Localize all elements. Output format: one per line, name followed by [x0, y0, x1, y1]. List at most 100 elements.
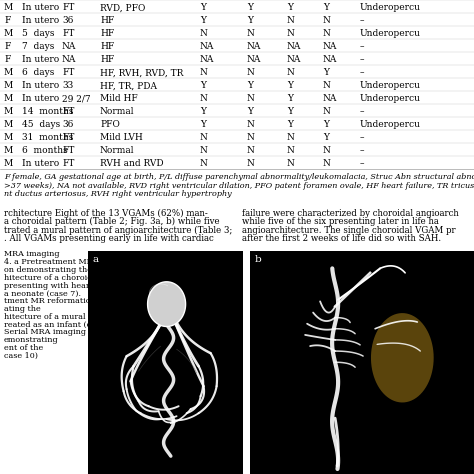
- Text: after the first 2 weeks of life did so with SAH.: after the first 2 weeks of life did so w…: [242, 234, 441, 243]
- Text: N: N: [200, 133, 208, 142]
- Text: Y: Y: [323, 133, 329, 142]
- Text: HF: HF: [100, 16, 114, 25]
- Text: a choroidal pattern (Table 2; Fig. 3a, b) while five: a choroidal pattern (Table 2; Fig. 3a, b…: [4, 217, 219, 226]
- Text: 14  months: 14 months: [22, 107, 73, 116]
- Text: M: M: [4, 29, 13, 38]
- Text: N: N: [323, 159, 331, 168]
- Text: NA: NA: [247, 42, 261, 51]
- Text: NA: NA: [323, 94, 337, 103]
- Text: N: N: [247, 29, 255, 38]
- Bar: [250, 250, 474, 474]
- Text: M: M: [4, 3, 13, 12]
- Text: Y: Y: [287, 3, 293, 12]
- Text: NA: NA: [200, 55, 214, 64]
- Text: . All VGAMs presenting early in life with cardiac: . All VGAMs presenting early in life wit…: [4, 234, 214, 243]
- Text: ating the: ating the: [4, 305, 41, 313]
- Text: b: b: [255, 255, 262, 264]
- Text: NA: NA: [287, 55, 301, 64]
- Text: N: N: [200, 159, 208, 168]
- Text: Y: Y: [323, 68, 329, 77]
- Text: F: F: [4, 55, 10, 64]
- Text: 36: 36: [62, 16, 73, 25]
- Text: Y: Y: [200, 107, 206, 116]
- Text: F: F: [4, 16, 10, 25]
- Text: F: F: [4, 42, 10, 51]
- Text: a neonate (case 7).: a neonate (case 7).: [4, 290, 81, 298]
- Text: Y: Y: [200, 82, 206, 91]
- Text: NA: NA: [323, 42, 337, 51]
- Text: Y: Y: [247, 82, 253, 91]
- Text: Underopercu: Underopercu: [360, 120, 421, 129]
- Text: Underopercu: Underopercu: [360, 3, 421, 12]
- Text: 5  days: 5 days: [22, 29, 55, 38]
- Text: N: N: [247, 94, 255, 103]
- Text: Y: Y: [323, 120, 329, 129]
- Text: HF, TR, PDA: HF, TR, PDA: [100, 82, 157, 91]
- Text: hitecture of a choroidal: hitecture of a choroidal: [4, 274, 100, 282]
- Text: –: –: [360, 55, 365, 64]
- Text: angioarchitecture. The single choroidal VGAM pr: angioarchitecture. The single choroidal …: [242, 226, 456, 235]
- Text: –: –: [360, 42, 365, 51]
- Text: In utero: In utero: [22, 82, 59, 91]
- Text: N: N: [323, 16, 331, 25]
- Text: N: N: [247, 120, 255, 129]
- Text: N: N: [200, 29, 208, 38]
- Text: 4. a Pretreatment MR: 4. a Pretreatment MR: [4, 258, 92, 266]
- Text: Y: Y: [287, 94, 293, 103]
- Bar: [88, 250, 243, 474]
- Text: Mild LVH: Mild LVH: [100, 133, 143, 142]
- Text: N: N: [247, 146, 255, 155]
- Text: 33: 33: [62, 82, 73, 91]
- Text: RVH and RVD: RVH and RVD: [100, 159, 164, 168]
- Text: Y: Y: [323, 3, 329, 12]
- Text: Y: Y: [287, 82, 293, 91]
- Text: In utero: In utero: [22, 159, 59, 168]
- Text: FT: FT: [62, 3, 74, 12]
- Text: M: M: [4, 82, 13, 91]
- Text: –: –: [360, 107, 365, 116]
- Text: N: N: [287, 16, 295, 25]
- Text: tment MR reformation: tment MR reformation: [4, 297, 96, 305]
- Text: Normal: Normal: [100, 107, 135, 116]
- Text: FT: FT: [62, 107, 74, 116]
- Text: M: M: [4, 94, 13, 103]
- Text: –: –: [360, 16, 365, 25]
- Text: In utero: In utero: [22, 3, 59, 12]
- Text: ent of the: ent of the: [4, 344, 43, 352]
- Text: N: N: [247, 133, 255, 142]
- Text: a: a: [93, 255, 99, 264]
- Text: NA: NA: [62, 42, 76, 51]
- Text: 6  months: 6 months: [22, 146, 68, 155]
- Text: N: N: [287, 159, 295, 168]
- Text: HF, RVH, RVD, TR: HF, RVH, RVD, TR: [100, 68, 183, 77]
- Text: Y: Y: [247, 16, 253, 25]
- Text: RVD, PFO: RVD, PFO: [100, 3, 146, 12]
- Text: N: N: [247, 159, 255, 168]
- Polygon shape: [371, 313, 434, 402]
- Text: 36: 36: [62, 120, 73, 129]
- Text: Y: Y: [200, 16, 206, 25]
- Text: on demonstrating the: on demonstrating the: [4, 266, 92, 274]
- Text: N: N: [323, 82, 331, 91]
- Text: N: N: [323, 107, 331, 116]
- Text: FT: FT: [62, 68, 74, 77]
- Text: 29 2/7: 29 2/7: [62, 94, 91, 103]
- Text: Underopercu: Underopercu: [360, 29, 421, 38]
- Text: 7  days: 7 days: [22, 42, 55, 51]
- Text: emonstrating: emonstrating: [4, 336, 59, 344]
- Text: N: N: [247, 68, 255, 77]
- Text: NA: NA: [200, 42, 214, 51]
- Text: N: N: [323, 29, 331, 38]
- Text: Y: Y: [247, 107, 253, 116]
- Text: presenting with heart: presenting with heart: [4, 282, 93, 290]
- Text: N: N: [287, 133, 295, 142]
- Text: N: N: [200, 94, 208, 103]
- Text: M: M: [4, 120, 13, 129]
- Text: 31  months: 31 months: [22, 133, 73, 142]
- Text: N: N: [287, 68, 295, 77]
- Text: M: M: [4, 107, 13, 116]
- Text: Underopercu: Underopercu: [360, 82, 421, 91]
- Text: N: N: [200, 68, 208, 77]
- Text: –: –: [360, 133, 365, 142]
- Text: NA: NA: [247, 55, 261, 64]
